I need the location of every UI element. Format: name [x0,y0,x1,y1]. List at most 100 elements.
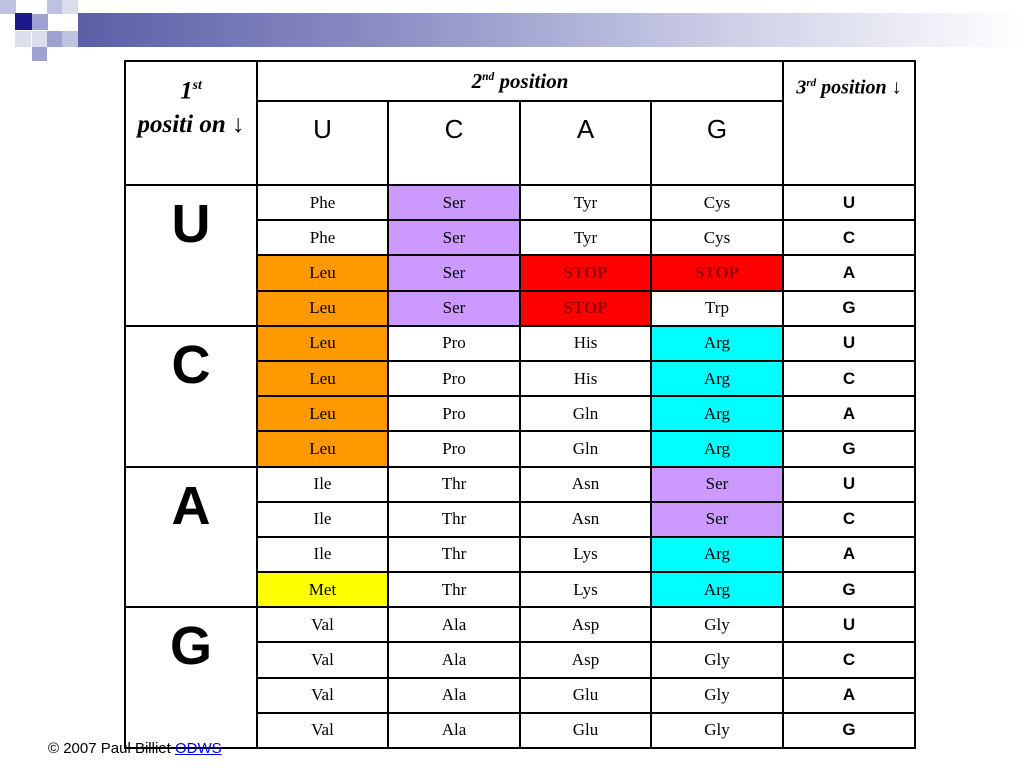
genetic-code-table: 1st positi on ↓ 2nd position 3rd position… [124,60,916,750]
third-base-cell: C [782,219,916,257]
amino-acid-cell: Arg [650,395,784,433]
codon-row: Leu Ser STOP STOP A [125,254,916,292]
codon-row: U Phe Ser Tyr Cys U [124,183,916,327]
decor-square [32,47,47,61]
amino-acid-cell: Leu [256,324,389,362]
amino-acid-cell: Val [256,641,389,679]
second-base-a: A [519,100,652,186]
codon-row: Ile Thr Asn Ser C [125,500,916,538]
amino-acid-cell: Trp [650,289,784,327]
amino-acid-cell: Leu [256,254,389,292]
first-base-u: U [124,184,258,327]
amino-acid-cell: Gln [519,430,652,468]
amino-acid-cell: Ile [256,500,389,538]
amino-acid-cell: STOP [519,254,652,292]
amino-acid-cell: His [519,324,652,362]
third-base-cell: G [782,430,916,468]
codon-row: Leu Pro Gln Arg G [125,430,916,468]
codon-row: Val Ala Glu Gly G [125,711,916,750]
second-base-u: U [256,100,389,186]
third-base-cell: A [782,535,916,574]
amino-acid-cell: Ser [387,254,521,292]
amino-acid-cell: Asn [519,500,652,538]
decor-square [32,31,48,47]
amino-acid-cell: Ala [387,641,521,679]
amino-acid-cell: Cys [650,183,784,222]
amino-acid-cell: Ala [387,676,521,714]
codon-row: Val Ala Glu Gly A [125,676,916,714]
amino-acid-cell: Phe [256,219,389,257]
decor-square [47,0,63,14]
banner-gradient-bar [78,13,1024,47]
codon-row: G Val Ala Asp Gly U [124,606,916,749]
amino-acid-cell: Asn [519,465,652,503]
codon-row: A Ile Thr Asn Ser U [124,465,916,609]
amino-acid-cell: Thr [387,500,521,538]
second-position-header: 2nd position [256,60,784,102]
amino-acid-cell: Arg [650,359,784,398]
third-base-cell: G [782,571,916,609]
amino-acid-cell: Leu [256,289,389,327]
second-base-row: U C A G [125,100,915,186]
amino-acid-cell: Ser [650,465,784,503]
amino-acid-cell: Pro [387,395,521,433]
amino-acid-cell: Ser [387,183,521,222]
amino-acid-cell: Asp [519,606,652,644]
third-base-cell: C [782,359,916,398]
amino-acid-cell: Lys [519,571,652,609]
amino-acid-cell: Gly [650,711,784,750]
codon-row: Ile Thr Lys Arg A [125,535,916,574]
third-base-cell: C [782,500,916,538]
codon-row: Leu Pro Gln Arg A [125,395,916,433]
amino-acid-cell: Gln [519,395,652,433]
third-base-cell: G [782,711,916,750]
amino-acid-cell: STOP [650,254,784,292]
amino-acid-cell: Gly [650,641,784,679]
decor-square [62,31,78,47]
third-base-cell: A [782,676,916,714]
amino-acid-cell: Arg [650,571,784,609]
third-base-cell: G [782,289,916,327]
first-position-header: 1st positi on ↓ [124,60,258,186]
amino-acid-cell: Ala [387,711,521,750]
amino-acid-cell: Tyr [519,183,652,222]
amino-acid-cell: Met [256,571,389,609]
amino-acid-cell: Val [256,676,389,714]
header-row: 1st positi on ↓ 2nd position 3rd position… [124,60,916,186]
decor-square [15,13,32,30]
decor-square [15,31,31,47]
second-base-g: G [650,100,784,186]
amino-acid-cell: His [519,359,652,398]
slide-banner [0,0,1024,62]
decor-square [62,0,78,14]
amino-acid-cell: Val [256,711,389,750]
amino-acid-cell: Glu [519,676,652,714]
third-base-cell: U [782,183,916,222]
decor-square [47,31,63,47]
decor-square [32,14,48,30]
footer-credit: © 2007 Paul Billiet ODWS [48,740,222,757]
codon-row: Phe Ser Tyr Cys C [125,219,916,257]
amino-acid-cell: Thr [387,465,521,503]
amino-acid-cell: Leu [256,359,389,398]
codon-row: Met Thr Lys Arg G [125,571,916,609]
amino-acid-cell: Ile [256,465,389,503]
amino-acid-cell: Phe [256,183,389,222]
codon-row: Leu Pro His Arg C [125,359,916,398]
amino-acid-cell: Tyr [519,219,652,257]
first-base-c: C [124,324,258,468]
amino-acid-cell: Lys [519,535,652,574]
odws-link[interactable]: ODWS [174,740,222,757]
third-position-header: 3rd position ↓ [782,60,916,186]
amino-acid-cell: Arg [650,430,784,468]
amino-acid-cell: Ser [650,500,784,538]
amino-acid-cell: Pro [387,359,521,398]
amino-acid-cell: Pro [387,324,521,362]
third-base-cell: U [782,465,916,503]
amino-acid-cell: Cys [650,219,784,257]
decor-square [0,0,16,14]
amino-acid-cell: Gly [650,606,784,644]
amino-acid-cell: Glu [519,711,652,750]
amino-acid-cell: Leu [256,430,389,468]
amino-acid-cell: Thr [387,535,521,574]
